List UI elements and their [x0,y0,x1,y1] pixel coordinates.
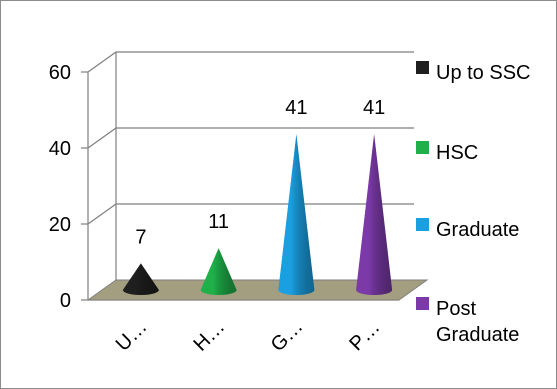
y-tick-labels: 0 20 40 60 [49,62,71,312]
x-tick-label: H… [189,316,229,356]
cone-bar [278,134,315,295]
y-tick-label: 0 [60,290,71,312]
gridlines [87,51,414,225]
y-tick-label: 60 [49,62,71,84]
legend-swatch [416,297,429,310]
legend-entry: Graduate [416,218,519,241]
legend-entry: HSC [416,141,478,164]
legend-entry: Up to SSC [416,61,530,84]
bars [122,134,393,295]
data-label: 41 [285,97,307,119]
gridline [87,51,414,73]
cone-bar [122,263,159,295]
cone-bar [356,134,393,295]
legend-swatch [416,218,429,231]
cone-bar-shading [122,263,159,295]
legend-label: Graduate [436,219,519,241]
x-tick-label: U… [112,316,152,356]
x-tick-label: G… [267,315,308,356]
legend: Up to SSC HSC Graduate Post Graduate [416,61,530,346]
y-tick-label: 40 [49,138,71,160]
legend-entry: Post Graduate [416,297,519,346]
legend-swatch [416,141,429,154]
cone-bar-shading [278,134,315,295]
legend-swatch [416,61,429,74]
floor-plane [86,279,429,301]
y-tick-label: 20 [49,214,71,236]
legend-label: Post Graduate [436,298,519,346]
x-tick-label: P… [345,316,384,355]
legend-label: HSC [436,142,478,164]
data-label: 11 [208,211,229,233]
cone-bar [200,248,237,295]
data-labels: 7 11 41 41 [135,97,385,248]
data-label: 41 [363,97,385,119]
cone-bar-shading [200,248,237,295]
x-tick-labels: U… H… G… P… [112,315,385,356]
axes [81,52,399,301]
cone-bar-shading [356,134,393,295]
legend-label: Up to SSC [436,62,530,84]
gridline [87,127,414,149]
data-label: 7 [135,226,146,248]
chart-floor [86,279,429,301]
